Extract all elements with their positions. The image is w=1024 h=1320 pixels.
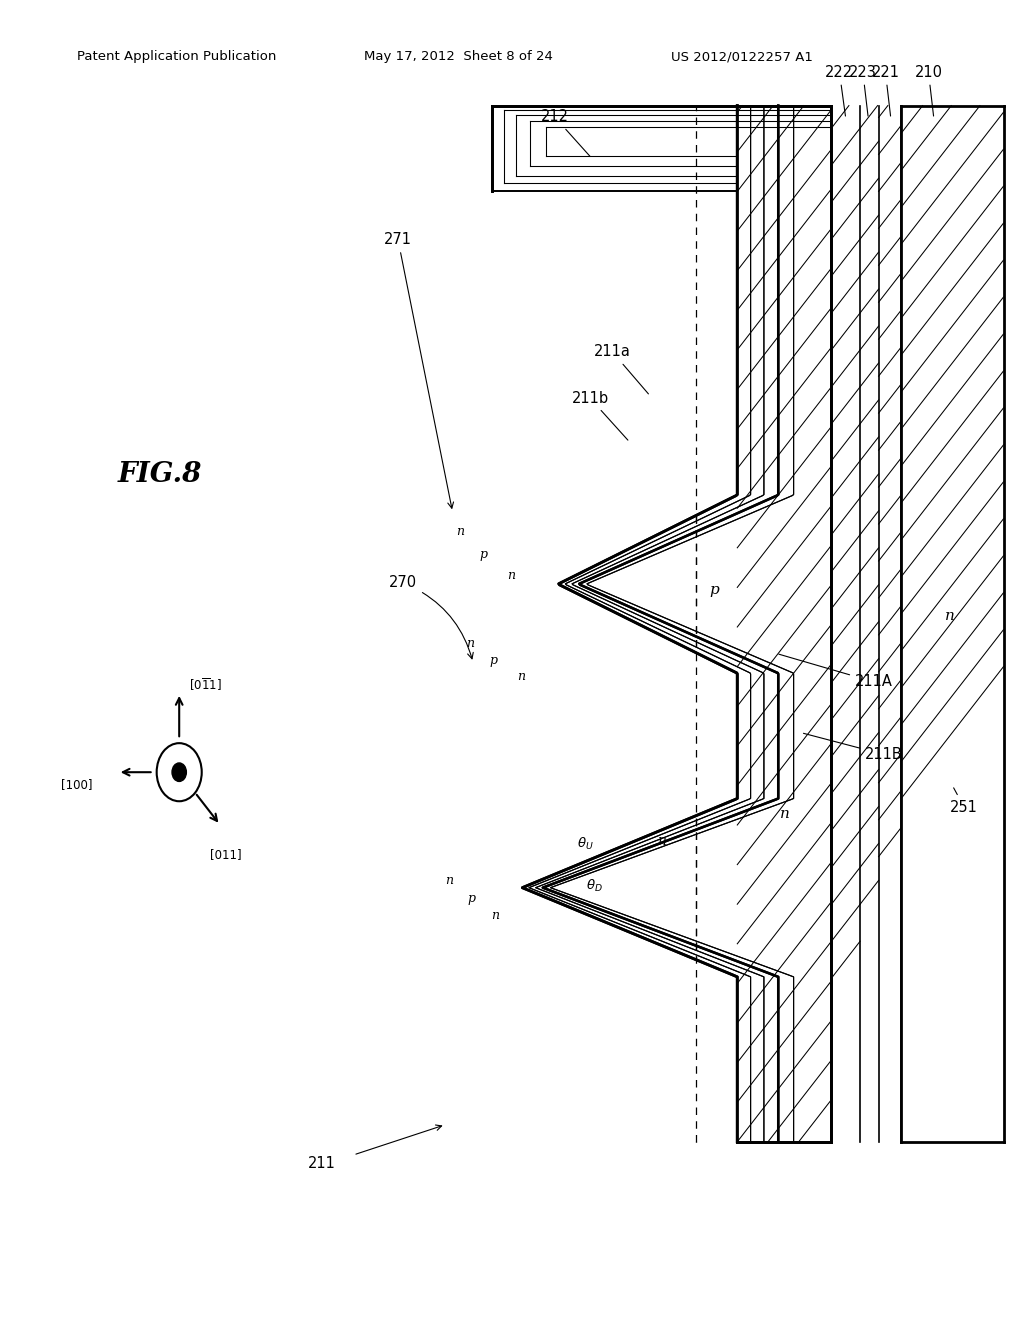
Text: n: n: [466, 636, 474, 649]
Text: n: n: [657, 834, 667, 847]
Text: 211a: 211a: [594, 345, 648, 393]
Text: May 17, 2012  Sheet 8 of 24: May 17, 2012 Sheet 8 of 24: [364, 50, 552, 63]
Bar: [492, 106, 737, 191]
Text: 270: 270: [389, 576, 473, 659]
Text: 251: 251: [950, 788, 978, 814]
Text: [100]: [100]: [61, 777, 93, 791]
Text: Patent Application Publication: Patent Application Publication: [77, 50, 276, 63]
Text: n: n: [507, 569, 515, 582]
Text: p: p: [489, 653, 498, 667]
Circle shape: [172, 763, 186, 781]
Text: n: n: [445, 874, 454, 887]
Text: $\theta_D$: $\theta_D$: [586, 878, 602, 894]
Text: 211B: 211B: [804, 734, 903, 762]
Text: [011]: [011]: [210, 847, 242, 861]
Text: 212: 212: [541, 110, 590, 156]
Text: n: n: [945, 610, 955, 623]
Text: 211b: 211b: [571, 391, 628, 440]
Text: $[0\overline{1}1]$: $[0\overline{1}1]$: [189, 677, 222, 693]
Text: US 2012/0122257 A1: US 2012/0122257 A1: [671, 50, 813, 63]
Text: $\theta_U$: $\theta_U$: [577, 836, 593, 851]
Text: p: p: [709, 583, 719, 597]
Text: p: p: [468, 891, 476, 904]
Text: 210: 210: [914, 65, 942, 116]
Text: 271: 271: [384, 232, 454, 508]
Text: p: p: [479, 548, 487, 561]
Text: 211: 211: [308, 1156, 336, 1171]
Text: 223: 223: [849, 65, 877, 116]
Polygon shape: [0, 106, 737, 1142]
Text: n: n: [517, 669, 525, 682]
Text: n: n: [492, 908, 500, 921]
Text: 221: 221: [871, 65, 899, 116]
Text: 211A: 211A: [779, 655, 893, 689]
Text: 222: 222: [825, 65, 853, 116]
Text: n: n: [779, 808, 790, 821]
Text: n: n: [456, 524, 464, 537]
Text: FIG.8: FIG.8: [118, 461, 202, 488]
